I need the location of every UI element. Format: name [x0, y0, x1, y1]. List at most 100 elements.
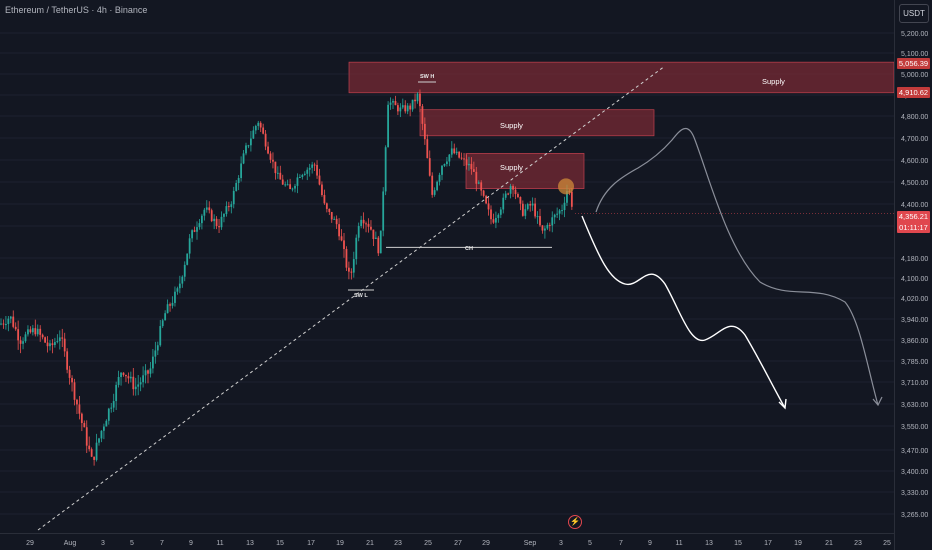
candle-body — [181, 276, 184, 284]
candle-body — [468, 163, 470, 166]
candle-body — [159, 326, 162, 346]
price-tick-label: 4,600.00 — [901, 158, 928, 165]
candle-body — [134, 386, 137, 390]
candle-body — [27, 329, 29, 335]
candle-body — [544, 228, 546, 231]
candle-body — [178, 283, 181, 289]
candle-body — [132, 376, 135, 390]
candle-body — [105, 420, 108, 427]
candle-body — [394, 101, 397, 106]
candle-body — [61, 337, 64, 339]
candle-body — [524, 209, 527, 216]
candle-body — [39, 328, 42, 335]
candle-body — [291, 188, 294, 190]
candle-body — [247, 145, 250, 147]
candle-body — [218, 226, 220, 228]
candle-body — [269, 153, 272, 160]
candle-body — [198, 223, 201, 228]
candle-body — [379, 230, 382, 254]
time-tick-label: 11 — [675, 540, 682, 547]
candle-body — [321, 184, 323, 196]
time-tick-label: 17 — [307, 540, 315, 547]
candle-body — [428, 158, 431, 176]
candle-body — [389, 102, 392, 105]
candle-body — [421, 106, 424, 124]
candle-body — [475, 171, 478, 184]
candle-body — [519, 197, 522, 204]
candle-body — [443, 164, 446, 166]
candle-body — [286, 184, 289, 186]
candle-body — [362, 219, 365, 224]
currency-button[interactable]: USDT — [899, 4, 929, 23]
candle-body — [164, 313, 167, 321]
candle-body — [201, 215, 203, 224]
price-tick-label: 4,100.00 — [901, 276, 928, 283]
candle-body — [115, 384, 118, 402]
candle-body — [193, 230, 196, 232]
time-tick-label: 5 — [588, 540, 592, 547]
candle-body — [450, 148, 453, 155]
candle-body — [95, 442, 98, 460]
candle-body — [335, 218, 338, 225]
time-tick-label: 29 — [482, 540, 490, 547]
candle-body — [384, 147, 387, 192]
candle-body — [5, 324, 7, 326]
candle-body — [325, 203, 328, 209]
candle-body — [71, 377, 73, 383]
candle-body — [279, 172, 282, 180]
time-tick-label: 25 — [424, 540, 432, 547]
candle-body — [465, 159, 468, 166]
candle-body — [296, 177, 299, 186]
candle-body — [348, 267, 350, 272]
candle-body — [526, 204, 529, 210]
candle-body — [103, 426, 105, 431]
zone-top-price-tag: 5,056.39 — [897, 58, 930, 69]
candle-body — [127, 376, 130, 379]
candle-body — [142, 375, 144, 383]
candle-body — [438, 174, 441, 182]
projection-bearish-arrow-icon — [778, 398, 787, 410]
candle-body — [24, 334, 27, 342]
time-tick-label: Sep — [524, 540, 537, 547]
time-tick-label: 11 — [216, 540, 223, 547]
price-tick-label: 4,700.00 — [901, 136, 928, 143]
candle-body — [31, 328, 34, 333]
candle-body — [156, 345, 159, 351]
candle-body — [453, 148, 456, 154]
price-tick-label: 3,710.00 — [901, 380, 928, 387]
candle-body — [66, 351, 69, 370]
axis-separator — [894, 0, 895, 550]
price-tick-label: 3,265.00 — [901, 512, 928, 519]
symbol-title: Ethereum / TetherUS · 4h · Binance — [5, 5, 148, 15]
candle-body — [433, 190, 436, 195]
candle-body — [78, 404, 81, 414]
candle-body — [44, 337, 46, 343]
time-tick-label: 7 — [160, 540, 164, 547]
time-tick-label: 5 — [130, 540, 134, 547]
time-tick-label: 19 — [336, 540, 344, 547]
candle-body — [46, 342, 49, 347]
alert-icon[interactable]: ⚡ — [568, 515, 582, 529]
candle-body — [242, 153, 245, 164]
candle-body — [252, 130, 255, 139]
candle-body — [85, 427, 88, 446]
candle-body — [112, 401, 115, 408]
candle-body — [340, 236, 343, 241]
price-tick-label: 3,330.00 — [901, 490, 928, 497]
time-tick-label: 15 — [734, 540, 742, 547]
candle-body — [472, 169, 475, 172]
candle-body — [497, 214, 500, 218]
candle-body — [392, 101, 394, 103]
last-price-value: 4,356.21 — [898, 212, 929, 221]
candle-body — [316, 164, 318, 176]
price-tick-label: 3,860.00 — [901, 338, 928, 345]
candle-body — [313, 164, 316, 166]
candle-body — [504, 193, 507, 198]
drawings — [37, 65, 894, 531]
candle-body — [34, 328, 37, 335]
candle-body — [463, 158, 465, 160]
candle-body — [284, 184, 287, 186]
candle-body — [281, 179, 284, 185]
candle-body — [382, 191, 385, 231]
